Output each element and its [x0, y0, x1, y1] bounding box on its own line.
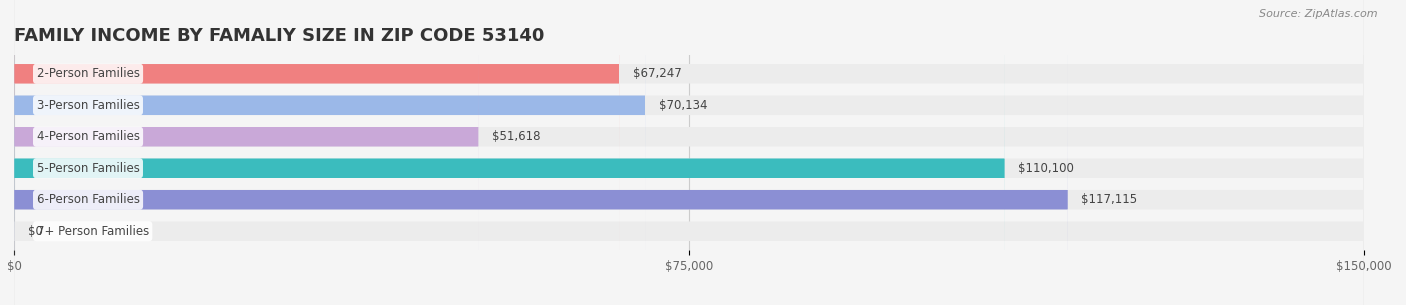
- Text: $110,100: $110,100: [1018, 162, 1074, 175]
- FancyBboxPatch shape: [14, 0, 1005, 305]
- Text: Source: ZipAtlas.com: Source: ZipAtlas.com: [1260, 9, 1378, 19]
- Text: $51,618: $51,618: [492, 130, 540, 143]
- Text: 5-Person Families: 5-Person Families: [37, 162, 139, 175]
- FancyBboxPatch shape: [14, 0, 619, 305]
- FancyBboxPatch shape: [14, 0, 478, 305]
- Text: $117,115: $117,115: [1081, 193, 1137, 206]
- FancyBboxPatch shape: [14, 0, 645, 305]
- Text: $0: $0: [28, 225, 42, 238]
- Text: 2-Person Families: 2-Person Families: [37, 67, 139, 80]
- Text: $67,247: $67,247: [633, 67, 682, 80]
- FancyBboxPatch shape: [14, 0, 1364, 305]
- FancyBboxPatch shape: [14, 0, 1364, 305]
- FancyBboxPatch shape: [14, 0, 1364, 305]
- Text: 7+ Person Families: 7+ Person Families: [37, 225, 149, 238]
- FancyBboxPatch shape: [14, 0, 1364, 305]
- FancyBboxPatch shape: [14, 0, 1364, 305]
- Text: 6-Person Families: 6-Person Families: [37, 193, 139, 206]
- FancyBboxPatch shape: [14, 0, 1069, 305]
- Text: FAMILY INCOME BY FAMALIY SIZE IN ZIP CODE 53140: FAMILY INCOME BY FAMALIY SIZE IN ZIP COD…: [14, 27, 544, 45]
- Text: 4-Person Families: 4-Person Families: [37, 130, 139, 143]
- Text: 3-Person Families: 3-Person Families: [37, 99, 139, 112]
- FancyBboxPatch shape: [14, 0, 1364, 305]
- Text: $70,134: $70,134: [658, 99, 707, 112]
